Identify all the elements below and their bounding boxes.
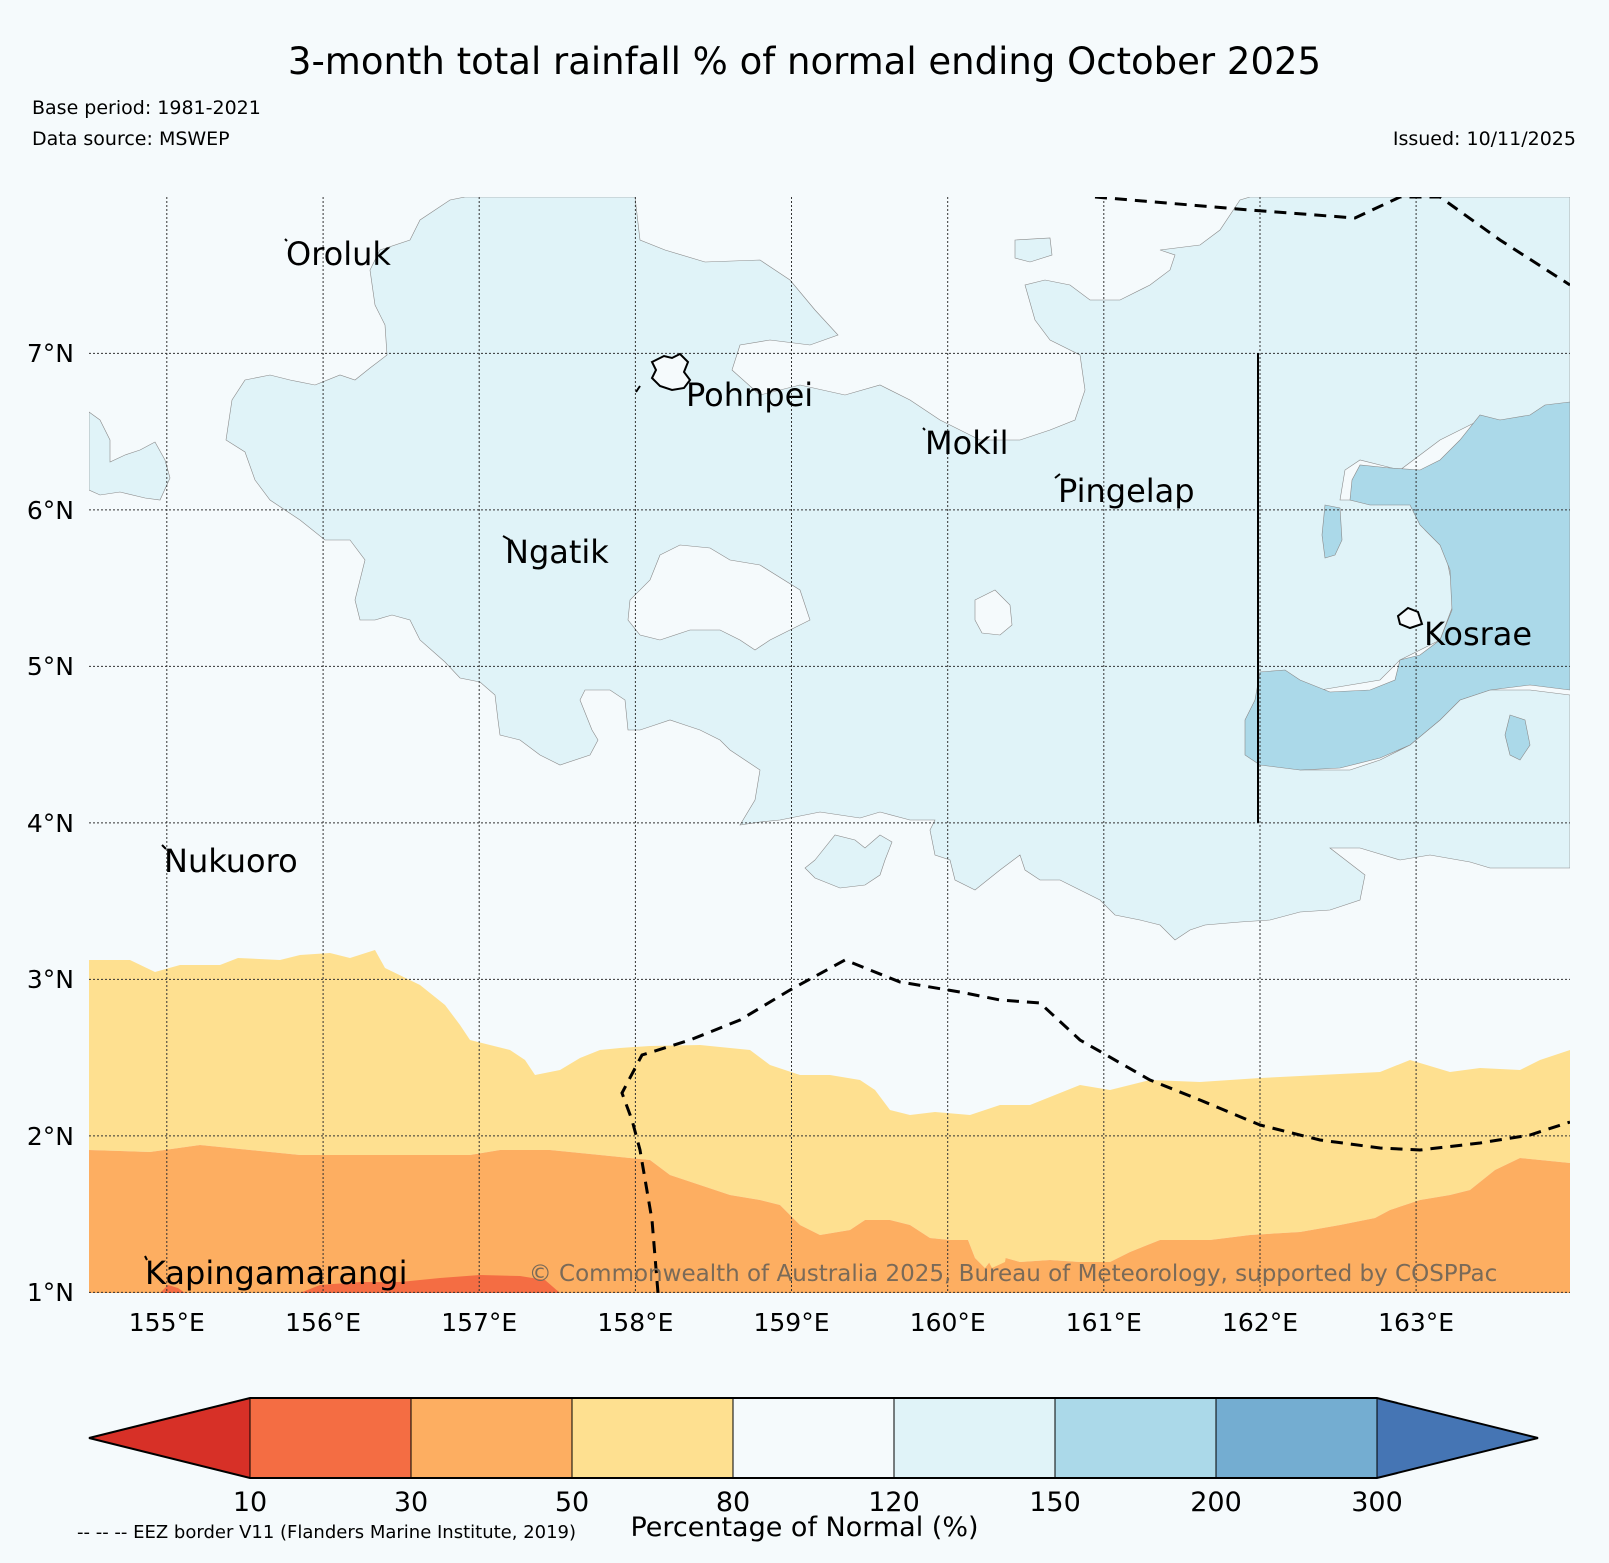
map-fields xyxy=(89,197,1570,1293)
island-mokil-mark xyxy=(922,427,926,431)
lon-label-161: 161°E xyxy=(1066,1308,1142,1337)
colorbar-tick-150: 150 xyxy=(1029,1487,1081,1518)
label-nukuoro: Nukuoro xyxy=(164,842,298,880)
colorbar-segment-150-200 xyxy=(1055,1398,1216,1478)
label-mokil: Mokil xyxy=(925,424,1009,462)
lat-label-3: 3°N xyxy=(27,965,74,994)
eez-borders xyxy=(620,197,1570,1293)
region-80-120-hole-ngatik xyxy=(627,544,811,651)
lon-label-159: 159°E xyxy=(753,1308,829,1337)
colorbar-tick-30: 30 xyxy=(394,1487,428,1518)
region-150-200-islet-b xyxy=(1504,714,1531,761)
lat-label-2: 2°N xyxy=(27,1122,74,1151)
label-ngatik: Ngatik xyxy=(505,533,609,571)
label-pohnpei: Pohnpei xyxy=(686,376,813,414)
label-kosrae: Kosrae xyxy=(1424,615,1532,653)
data-source: Data source: MSWEP xyxy=(32,128,230,150)
issued-date: Issued: 10/11/2025 xyxy=(1392,128,1576,150)
island-oroluk-mark xyxy=(284,238,288,242)
region-10-30-patch-b xyxy=(160,1285,185,1293)
map-title: 3-month total rainfall % of normal endin… xyxy=(287,40,1322,83)
eez-border-north xyxy=(1094,197,1570,287)
colorbar-segment-50-80 xyxy=(572,1398,733,1478)
label-kapingamarangi: Kapingamarangi xyxy=(145,1254,407,1292)
lat-label-7: 7°N xyxy=(27,339,74,368)
lon-label-156: 156°E xyxy=(285,1308,361,1337)
colorbar-segment-30-50 xyxy=(411,1398,572,1478)
region-10-30-patch xyxy=(300,1275,560,1293)
colorbar-segment-80-120 xyxy=(733,1398,894,1478)
lon-label-158: 158°E xyxy=(597,1308,673,1337)
region-120-150-west xyxy=(89,411,171,501)
island-pingelap-mark xyxy=(1054,473,1061,479)
island-kapingamarangi-mark xyxy=(144,1255,148,1261)
label-pingelap: Pingelap xyxy=(1058,472,1195,510)
colorbar-label: Percentage of Normal (%) xyxy=(630,1512,979,1543)
island-pohnpei-shape xyxy=(650,352,692,392)
colorbar-tick-200: 200 xyxy=(1190,1487,1242,1518)
base-period: Base period: 1981-2021 xyxy=(32,97,261,119)
lat-label-1: 1°N xyxy=(27,1278,74,1307)
colorbar-segment-lt10 xyxy=(89,1398,250,1478)
region-120-150-main xyxy=(225,197,1570,941)
colorbar-segment-120-150 xyxy=(894,1398,1055,1478)
region-150-200-kosrae xyxy=(1244,401,1570,771)
eez-note: -- -- -- EEZ border V11 (Flanders Marine… xyxy=(77,1522,577,1543)
region-120-150-east-bit xyxy=(1014,237,1053,263)
colorbar-tick-300: 300 xyxy=(1351,1487,1403,1518)
colorbar-dividers xyxy=(249,1398,1378,1478)
place-labels: Oroluk Pohnpei Mokil Pingelap Ngatik Kos… xyxy=(145,235,1532,1292)
lat-label-5: 5°N xyxy=(27,652,74,681)
island-pohnpei-mark xyxy=(635,385,641,393)
region-50-80-islet xyxy=(985,1232,1008,1268)
colorbar-segment-200-300 xyxy=(1216,1398,1377,1478)
lon-label-160: 160°E xyxy=(910,1308,986,1337)
lon-label-157: 157°E xyxy=(441,1308,517,1337)
colorbar-segment-10-30 xyxy=(250,1398,411,1478)
colorbar: 10 30 50 80 120 150 200 300 xyxy=(88,1397,1539,1518)
copyright-text: © Commonwealth of Australia 2025, Bureau… xyxy=(529,1261,1498,1287)
lon-labels: 155°E 156°E 157°E 158°E 159°E 160°E 161°… xyxy=(129,1308,1454,1337)
island-kosrae-shape xyxy=(1396,606,1424,630)
lon-label-155: 155°E xyxy=(129,1308,205,1337)
lat-label-4: 4°N xyxy=(27,809,74,838)
island-nukuoro-mark xyxy=(161,844,167,850)
colorbar-tick-120: 120 xyxy=(868,1487,920,1518)
colorbar-segment-gt300 xyxy=(1377,1398,1538,1478)
region-50-80-band xyxy=(89,950,1570,1268)
colorbar-tick-10: 10 xyxy=(233,1487,267,1518)
lon-label-162: 162°E xyxy=(1222,1308,1298,1337)
colorbar-tick-80: 80 xyxy=(716,1487,750,1518)
lon-label-163: 163°E xyxy=(1378,1308,1454,1337)
label-oroluk: Oroluk xyxy=(286,235,391,273)
lat-labels: 7°N 6°N 5°N 4°N 3°N 2°N 1°N xyxy=(27,339,74,1307)
lat-label-6: 6°N xyxy=(27,496,74,525)
region-30-50-band xyxy=(89,1145,1570,1293)
gridlines xyxy=(89,197,1570,1293)
colorbar-tick-50: 50 xyxy=(555,1487,589,1518)
region-80-120-hole-mokil xyxy=(974,589,1013,636)
region-120-150-south xyxy=(804,834,893,889)
island-ngatik-mark xyxy=(502,535,511,541)
region-150-200-islet-a xyxy=(1321,504,1343,559)
